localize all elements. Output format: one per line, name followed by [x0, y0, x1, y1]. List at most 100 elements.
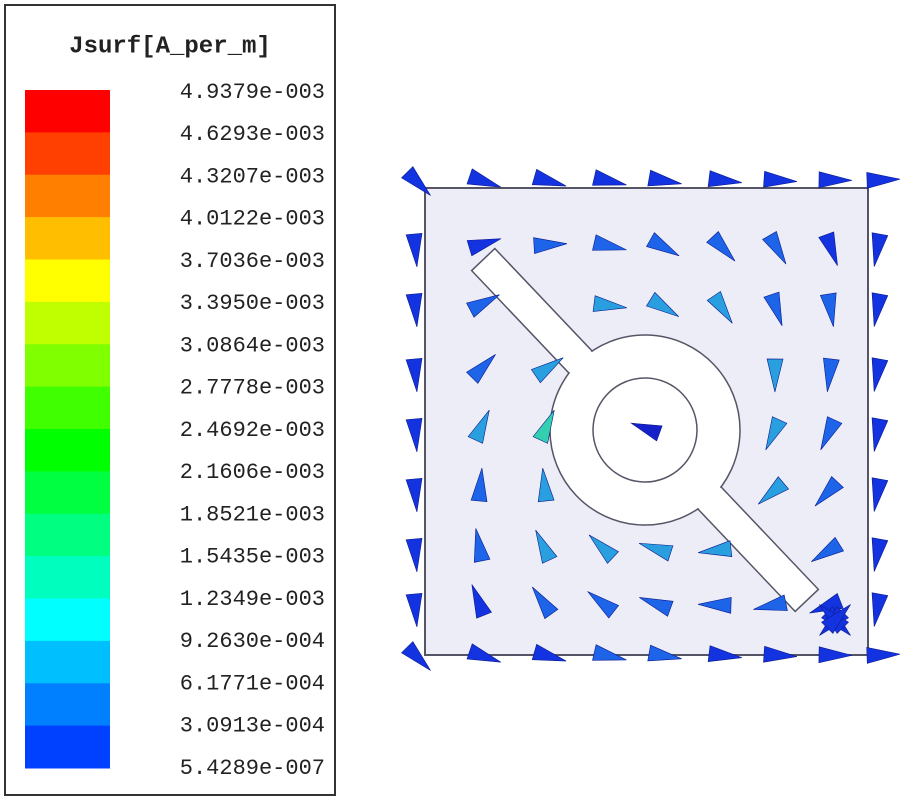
arrow: [531, 643, 567, 662]
arrow: [871, 537, 889, 572]
scale-label: 9.2630e-004: [180, 629, 325, 654]
scale-label: 4.3207e-003: [180, 164, 325, 189]
color-band: [25, 471, 110, 515]
scale-label: 3.0864e-003: [180, 333, 325, 358]
color-band: [25, 217, 110, 260]
arrow: [811, 536, 845, 562]
arrow: [405, 538, 423, 573]
arrow: [401, 641, 431, 671]
color-band: [25, 725, 110, 769]
arrow: [707, 170, 742, 187]
arrow: [753, 594, 788, 611]
arrow: [818, 231, 838, 266]
color-band: [25, 683, 110, 727]
color-band: [25, 344, 110, 388]
arrow: [531, 168, 567, 187]
arrow: [592, 295, 627, 312]
arrow: [819, 292, 837, 327]
arrow: [466, 294, 500, 318]
scale-label: 1.2349e-003: [180, 587, 325, 612]
arrow: [871, 357, 889, 392]
arrow: [537, 468, 555, 503]
arrow: [639, 597, 674, 617]
arrow: [533, 237, 568, 255]
scale-label: 2.4692e-003: [180, 418, 325, 443]
arrow: [871, 417, 889, 452]
arrow: [532, 586, 559, 620]
color-band: [25, 301, 110, 345]
scale-label: 2.1606e-003: [180, 460, 325, 485]
arrow: [405, 293, 423, 328]
arrow: [532, 409, 555, 444]
arrow: [405, 358, 423, 393]
arrow: [707, 645, 742, 662]
arrow: [592, 234, 627, 251]
arrow: [821, 604, 851, 634]
arrow: [401, 166, 431, 196]
arrow: [757, 476, 790, 505]
arrow: [405, 593, 423, 628]
color-band: [25, 386, 110, 430]
arrow: [765, 416, 788, 451]
arrow: [466, 354, 496, 384]
arrow: [592, 644, 627, 661]
arrow: [647, 644, 682, 662]
arrow: [647, 169, 682, 187]
arrow: [820, 416, 843, 451]
arrow: [763, 170, 798, 188]
arrow: [818, 171, 853, 189]
scale-label: 4.0122e-003: [180, 207, 325, 232]
arrow: [405, 233, 423, 268]
arrow: [470, 467, 488, 502]
scale-label: 4.9379e-003: [180, 80, 325, 105]
color-band: [25, 90, 110, 133]
inner-circle: [592, 377, 698, 483]
color-band: [25, 598, 110, 642]
color-band: [25, 640, 110, 684]
scale-labels: 4.9379e-003 4.6293e-003 4.3207e-003 4.0122e…: [180, 80, 325, 781]
arrow: [473, 528, 491, 563]
arrow: [467, 409, 490, 444]
arrow: [592, 169, 627, 186]
arrow: [588, 534, 619, 564]
arrow: [814, 476, 844, 507]
arrow: [646, 232, 680, 257]
arrow: [535, 529, 558, 564]
arrow: [866, 172, 900, 189]
scale-label: 4.6293e-003: [180, 122, 325, 147]
arrow: [762, 231, 787, 265]
legend-title: Jsurf[A_per_m]: [69, 33, 271, 60]
color-band: [25, 174, 110, 218]
scale-label: 6.1771e-004: [180, 671, 325, 696]
vector-arrows: [401, 166, 900, 671]
arrow: [471, 584, 492, 619]
arrow: [466, 238, 502, 257]
arrow: [587, 591, 620, 619]
arrow: [466, 643, 501, 663]
arrow: [405, 478, 423, 513]
arrow: [871, 292, 889, 327]
scale-label: 3.7036e-003: [180, 249, 325, 274]
arrow: [405, 418, 423, 453]
arrow: [871, 592, 889, 627]
arrow: [763, 645, 798, 663]
arrow: [871, 232, 889, 267]
color-band: [25, 429, 110, 472]
arrow: [630, 422, 663, 442]
arrow: [706, 231, 736, 262]
arrow: [871, 477, 889, 512]
color-scale: [25, 90, 110, 769]
arrow: [818, 646, 853, 664]
arrow: [697, 596, 732, 614]
color-band: [25, 259, 110, 303]
arrow: [763, 291, 783, 326]
scale-label: 3.0913e-004: [180, 714, 325, 739]
arrow: [766, 358, 784, 393]
scale-label: 3.3950e-003: [180, 291, 325, 316]
arrow: [866, 647, 900, 664]
arrow: [645, 291, 679, 317]
arrow: [706, 290, 733, 324]
arrow: [638, 542, 674, 562]
arrow: [530, 357, 564, 384]
